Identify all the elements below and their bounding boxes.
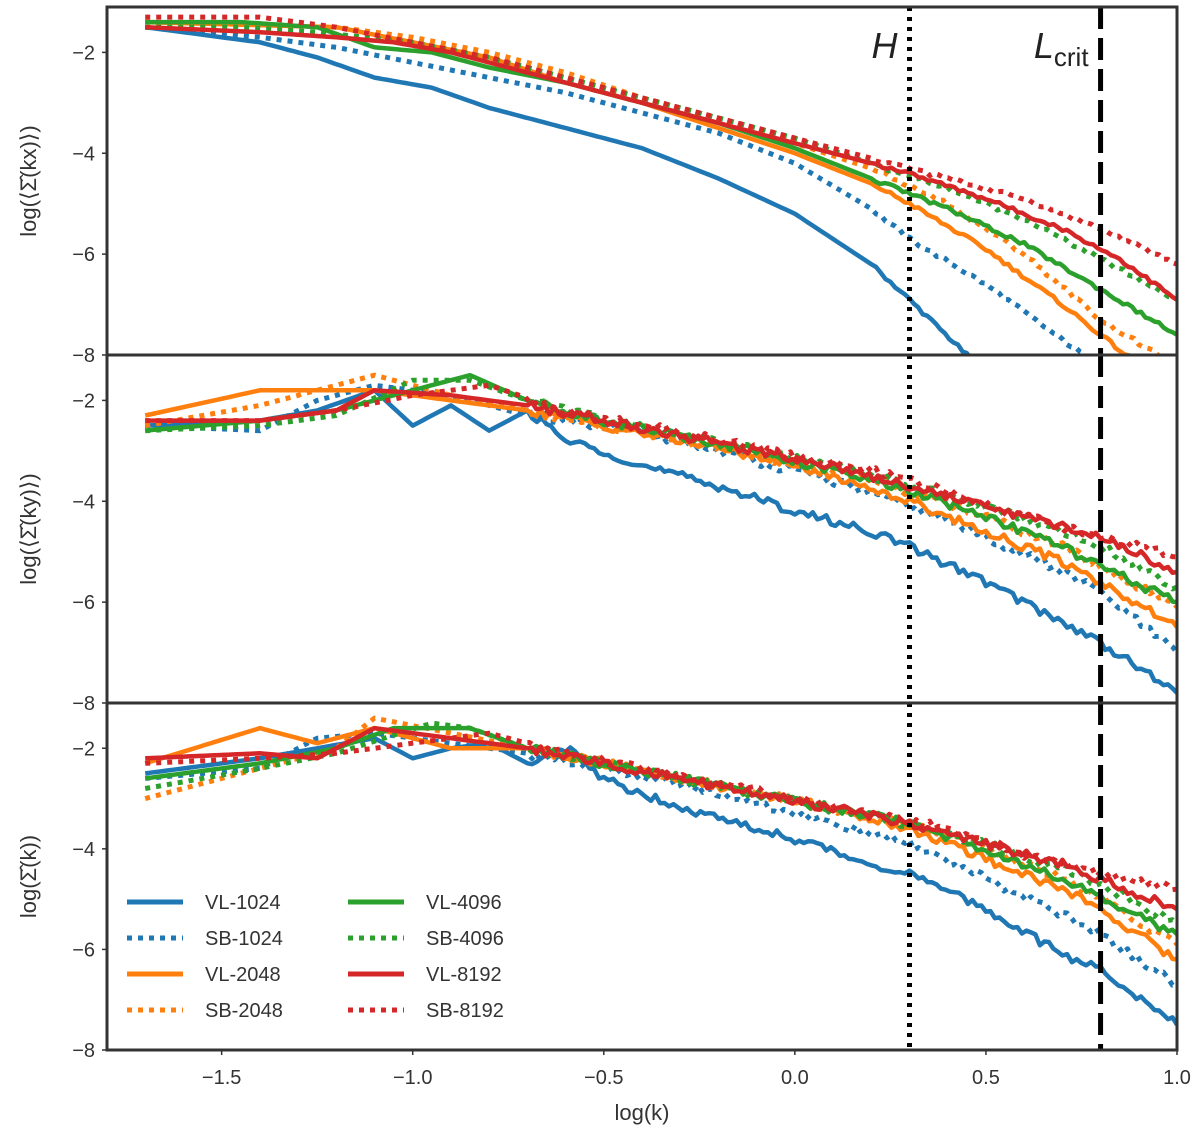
vline-label-lcrit-sub: crit [1054,42,1089,72]
legend: VL-1024 SB-1024 VL-2048 SB-2048 VL-4096 SB-40… [127,892,504,1022]
legend-label-vl-1024: VL-1024 [205,892,281,914]
series-line-top-vl-1024 [144,24,972,355]
x-tick-label: 1.0 [1163,1067,1191,1089]
y-tick-label-middle: −2 [72,390,95,412]
y-tick-label-top: −4 [72,143,95,165]
x-tick-label: −0.5 [584,1067,623,1089]
y-tick-label-middle: −8 [72,693,95,715]
y-tick-label-top: −2 [72,42,95,64]
legend-label-sb-8192: SB-8192 [426,1000,504,1022]
y-axis-label-top: log(⟨Σ̂(kx)⟩) [16,125,41,236]
x-tick-label: 0.0 [781,1067,809,1089]
x-tick-label: −1.5 [202,1067,241,1089]
series-line-top-vl-8192 [145,24,1177,302]
legend-label-vl-8192: VL-8192 [426,964,502,986]
legend-label-sb-4096: SB-4096 [426,928,504,950]
x-axis-label: log(k) [614,1100,669,1125]
vline-label-h: H [872,25,899,66]
legend-label-sb-2048: SB-2048 [205,1000,283,1022]
axes-layer: −8 −6 −4 −2 log(⟨Σ̂(kx)⟩) −8 −6 −4 −2 log(⟨Σ̂(ky)… [16,5,1191,1089]
y-axis-label-middle: log(⟨Σ̂(ky)⟩) [16,473,41,584]
series-line-middle-sb-2048 [144,372,1177,609]
vline-label-lcrit: Lcrit [1034,25,1089,72]
series-line-middle-vl-4096 [144,372,1177,605]
y-tick-label-top: −6 [72,244,95,266]
series-line-middle-sb-8192 [145,382,1177,560]
label-layer: log(k) H Lcrit [614,25,1089,1125]
y-axis-label-bottom: log(Σ̂(k)) [16,835,41,918]
y-tick-label-bottom: −8 [72,1040,95,1062]
plot-layer [144,14,1177,1027]
legend-label-vl-2048: VL-2048 [205,964,281,986]
legend-label-sb-1024: SB-1024 [205,928,283,950]
vline-label-lcrit-main: L [1034,25,1054,66]
y-tick-label-bottom: −4 [72,839,95,861]
y-tick-label-middle: −4 [72,491,95,513]
y-tick-label-bottom: −6 [72,939,95,961]
series-line-top-sb-2048 [145,19,1160,355]
series-line-middle-vl-2048 [144,388,1177,629]
series-line-bottom-vl-1024 [144,735,1177,1027]
legend-label-vl-4096: VL-4096 [426,892,502,914]
series-line-top-vl-4096 [145,19,1177,337]
series-line-top-sb-4096 [145,24,1177,302]
x-tick-label: 0.5 [972,1067,1000,1089]
y-tick-label-bottom: −2 [72,738,95,760]
panel-frame-bottom [105,701,1179,1052]
series-line-middle-sb-1024 [145,382,1177,655]
x-tick-label: −1.0 [393,1067,432,1089]
series-line-top-sb-1024 [144,24,1089,355]
series-line-bottom-sb-4096 [144,720,1177,927]
panel-top-series-group [144,14,1177,355]
series-line-middle-vl-1024 [145,388,1177,695]
y-tick-label-middle: −6 [72,592,95,614]
panel-bottom-series-group [144,715,1177,1027]
series-line-top-vl-2048 [145,19,1132,355]
y-tick-label-top: −8 [72,345,95,367]
panel-middle-series-group [144,372,1177,695]
